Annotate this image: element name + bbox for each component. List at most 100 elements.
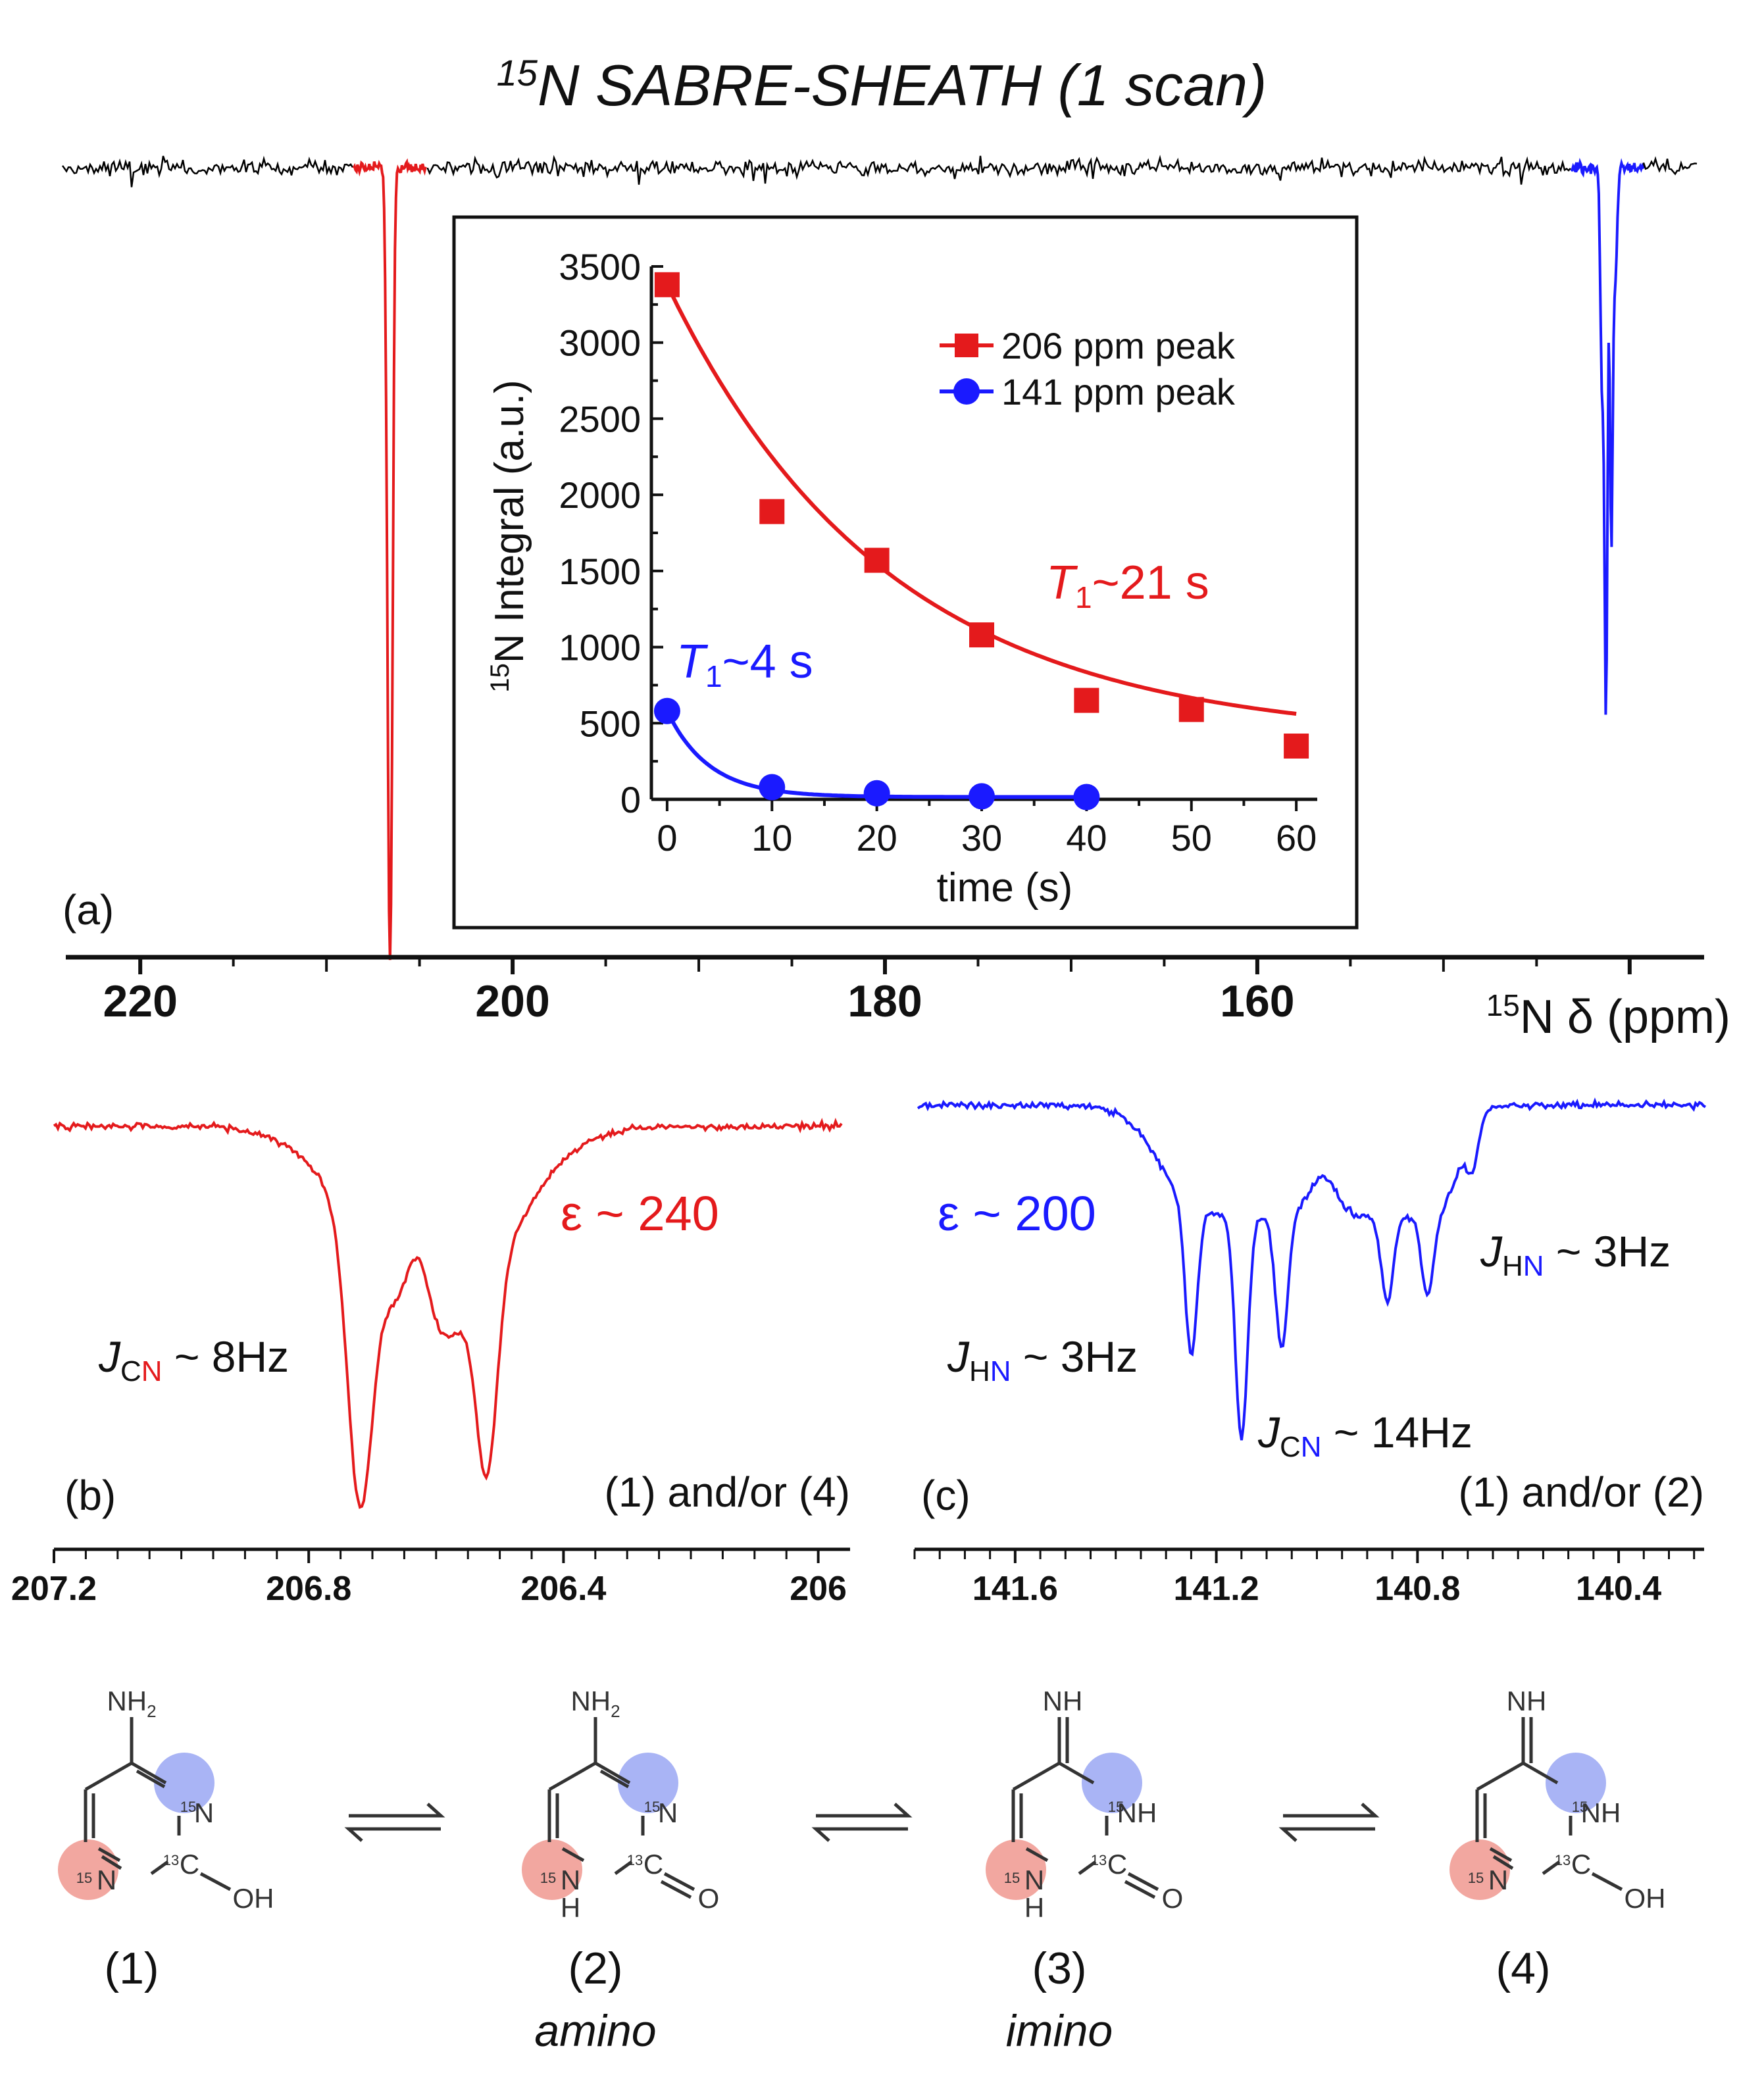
- legend-red-marker: [955, 334, 978, 357]
- inset-plot: 0 500 1000 1500 2000 2500 3000 3500 0 10 20 30 40 50…: [486, 246, 1317, 911]
- exocyclic-double-bond: [660, 1880, 692, 1899]
- structure-1-number: (1): [104, 1943, 159, 1993]
- inset-y-tick-label: 3000: [559, 322, 641, 364]
- inset-x-tick-label: 0: [657, 817, 677, 859]
- panel-c-hn-right-J: J: [1480, 1227, 1503, 1276]
- c2-substituent-label: O: [698, 1883, 720, 1914]
- red-square-point: [1284, 734, 1309, 759]
- panel-c-hn-right-rest: ~ 3Hz: [1544, 1227, 1671, 1276]
- inset-y-tick-label: 1000: [559, 627, 641, 668]
- ppm-axis-label-main: N δ (ppm): [1520, 991, 1730, 1043]
- panel-a-spectrum: [61, 155, 1698, 961]
- c2-label: C: [1107, 1849, 1127, 1880]
- panel-b-tick-label: 206.8: [266, 1570, 351, 1608]
- panel-b-epsilon: ε ~ 240: [561, 1186, 719, 1241]
- figure-title: 15N SABRE-SHEATH (1 scan): [497, 52, 1267, 118]
- c13-isotope-label: 13: [627, 1852, 643, 1868]
- bond: [1025, 1847, 1049, 1862]
- inset-x-ticks: 0 10 20 30 40 50 60: [657, 799, 1317, 859]
- bond: [561, 1847, 585, 1862]
- n1-label: N: [1488, 1864, 1508, 1895]
- ppm-axis-label: 15N δ (ppm): [1486, 988, 1730, 1043]
- ppm-tick-label: 220: [103, 976, 177, 1026]
- exocyclic-bond: [1127, 1872, 1159, 1891]
- bond: [150, 1860, 169, 1876]
- panel-b-coupling: JCN ~ 8Hz: [98, 1332, 289, 1387]
- inset-x-tick-label: 40: [1066, 817, 1107, 859]
- ppm-tick-label: 180: [847, 976, 922, 1026]
- panel-c-assignment: (1) and/or (2): [1459, 1468, 1704, 1516]
- n15-isotope-label: 15: [76, 1870, 92, 1886]
- t1-blue-T: T: [676, 636, 709, 688]
- t1-blue-sub: 1: [705, 659, 722, 693]
- c13-isotope-label: 13: [1091, 1852, 1107, 1868]
- panel-c-cn-sub-c: C: [1280, 1431, 1301, 1463]
- bond: [1078, 1860, 1097, 1876]
- bond: [1489, 1847, 1513, 1862]
- double-bond: [1492, 1855, 1514, 1870]
- t1-blue-rest: ~4 s: [722, 636, 813, 688]
- n3-label: N: [194, 1797, 214, 1828]
- panel-c-tick-label: 140.4: [1576, 1570, 1661, 1608]
- c2-label: C: [180, 1849, 199, 1880]
- panel-c-hn-left-rest: ~ 3Hz: [1011, 1332, 1138, 1381]
- legend-blue-marker: [953, 378, 980, 405]
- inset-y-tick-label: 3500: [559, 246, 641, 287]
- panel-c-coupling-cn: JCN ~ 14Hz: [1257, 1408, 1473, 1463]
- panel-b-coupling-sub-n: N: [141, 1355, 163, 1387]
- inset-frame: [452, 215, 1359, 930]
- panel-c-tick-label: 141.6: [972, 1570, 1058, 1608]
- bond: [84, 1761, 133, 1791]
- nh2-subscript: 2: [611, 1701, 620, 1721]
- n15-isotope-label: 15: [1004, 1870, 1020, 1886]
- nh-label: NH: [1507, 1686, 1547, 1716]
- red-square-point: [1074, 687, 1099, 713]
- panel-b-coupling-sub-c: C: [120, 1355, 141, 1387]
- blue-circle-point: [759, 774, 786, 801]
- bond: [594, 1761, 631, 1785]
- bond: [614, 1860, 633, 1876]
- t1-blue-annotation: T1~4 s: [676, 636, 813, 693]
- t1-red-sub: 1: [1075, 580, 1092, 614]
- inset-x-tick-label: 30: [961, 817, 1002, 859]
- inset-y-ticks: 0 500 1000 1500 2000 2500 3000 3500: [559, 246, 663, 820]
- panel-b-tick-label: 207.2: [11, 1570, 97, 1608]
- title-main: N SABRE-SHEATH (1 scan): [538, 53, 1267, 118]
- n1-highlight-circle: [58, 1839, 118, 1900]
- n15-isotope-label: 15: [1572, 1799, 1588, 1815]
- n15-isotope-label: 15: [540, 1870, 556, 1886]
- c13-isotope-label: 13: [163, 1852, 179, 1868]
- panel-c: ε ~ 200 JHN ~ 3Hz JHN ~ 3Hz JCN ~ 14Hz (…: [913, 1097, 1707, 1608]
- n3-highlight-circle: [618, 1753, 678, 1813]
- n1-hydrogen-label: H: [561, 1892, 580, 1923]
- panel-c-axis-ticks: 141.6 141.2 140.8 140.4: [913, 1549, 1696, 1608]
- structure-4-number: (4): [1496, 1943, 1550, 1993]
- bond: [97, 1847, 121, 1862]
- blue-circle-point: [1073, 784, 1100, 811]
- n1-label: N: [1024, 1864, 1044, 1895]
- panel-b-tick-label: 206.4: [520, 1570, 606, 1608]
- n3-label: NH: [1581, 1797, 1621, 1828]
- double-bond: [101, 1855, 122, 1870]
- inset-y-axis-label: 15N Integral (a.u.): [486, 380, 532, 692]
- n1-highlight-circle: [986, 1839, 1046, 1900]
- baseline-noise-trace: [61, 155, 1698, 187]
- bond: [1476, 1761, 1525, 1791]
- nh2-label: NH2: [570, 1686, 620, 1721]
- n15-isotope-label: 15: [180, 1799, 196, 1815]
- legend-red-label: 206 ppm peak: [1001, 325, 1236, 366]
- panel-a-axis: 220 200 180 160 15N δ (ppm): [66, 955, 1730, 1043]
- ppm-axis-ticks: 220 200 180 160: [103, 957, 1632, 1026]
- n1-highlight-circle: [522, 1839, 582, 1900]
- c13-isotope-label: 13: [1555, 1852, 1571, 1868]
- exocyclic-bond: [199, 1872, 232, 1891]
- blue-141-ppm-peak-trace: [1570, 157, 1645, 715]
- bond: [1012, 1761, 1061, 1791]
- panel-c-epsilon: ε ~ 200: [938, 1186, 1096, 1241]
- panel-a-label: (a): [63, 886, 114, 934]
